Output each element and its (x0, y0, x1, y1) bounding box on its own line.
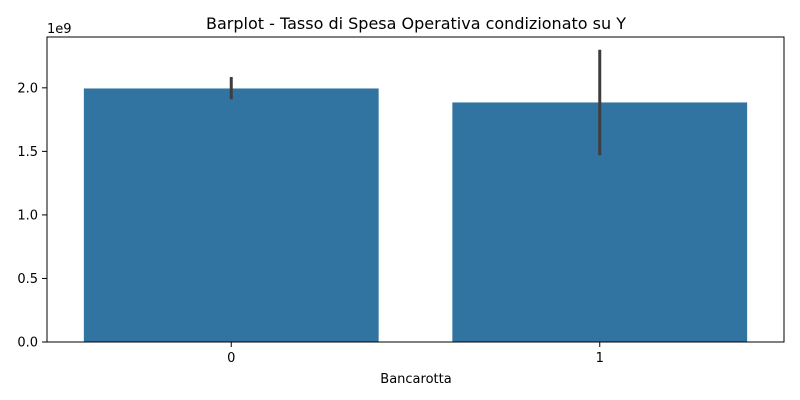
plot-frame (46, 36, 785, 343)
y-axis: 0.0 0.5 1.0 1.5 2.0 (17, 81, 47, 351)
x-tick-label: 0 (227, 351, 235, 366)
bars-group (83, 88, 748, 343)
y-tick-label: 0.5 (17, 272, 38, 287)
y-tick-label: 2.0 (17, 81, 38, 96)
chart-title: Barplot - Tasso di Spesa Operativa condi… (206, 14, 626, 33)
errorbars-group (229, 49, 602, 156)
x-tick-label: 1 (596, 351, 604, 366)
y-axis-offset-label: 1e9 (47, 22, 72, 37)
y-tick-label: 0.0 (17, 336, 38, 351)
x-axis-label: Bancarotta (380, 372, 451, 387)
y-tick-label: 1.0 (17, 208, 38, 223)
bar-0 (83, 88, 379, 342)
y-tick-label: 1.5 (17, 145, 38, 160)
